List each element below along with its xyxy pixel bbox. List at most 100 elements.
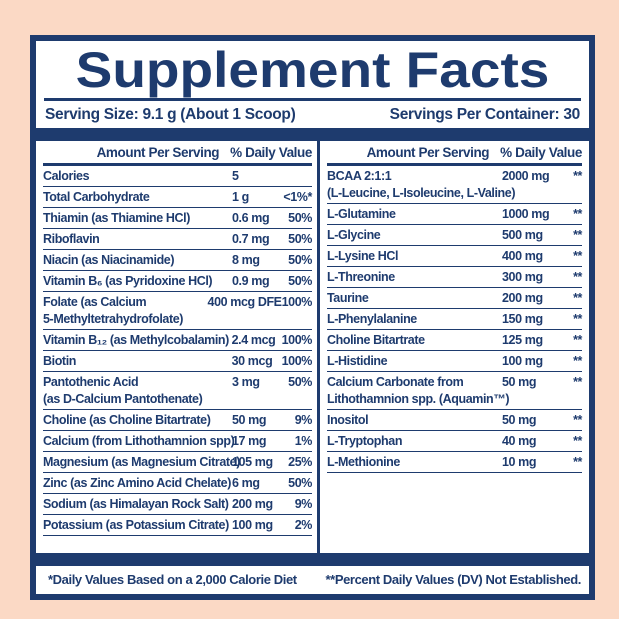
amount-per-serving-header: Amount Per Serving (366, 145, 490, 160)
row-name: Calcium Carbonate from (327, 375, 464, 389)
table-row: Thiamin (as Thiamine HCl) 0.6 mg 50% (43, 208, 312, 229)
row-amount: 50 mg (502, 375, 537, 389)
row-name: L-Methionine (327, 455, 400, 469)
row-amount: 300 mg (502, 270, 543, 284)
row-dv: ** (573, 434, 582, 448)
row-dv: ** (573, 333, 582, 347)
row-name: Total Carbohydrate (43, 190, 150, 204)
row-amount: 8 mg (232, 253, 260, 267)
footnotes: *Daily Values Based on a 2,000 Calorie D… (36, 566, 589, 587)
table-row: Pantothenic Acid 3 mg 50% (as D-Calcium Pan… (43, 372, 312, 410)
table-row: Inositol 50 mg ** (327, 410, 582, 431)
left-rows: Calories 5 Total Carbohydrate 1 g <1%* Thiami… (43, 166, 312, 536)
row-amount: 1000 mg (502, 207, 550, 221)
row-name: Riboflavin (43, 232, 100, 246)
table-row: Taurine 200 mg ** (327, 288, 582, 309)
row-dv: 50% (288, 375, 312, 389)
row-dv: 50% (288, 232, 312, 246)
row-dv: 100% (281, 333, 313, 347)
row-amount: 0.7 mg (232, 232, 270, 246)
row-amount: 125 mg (502, 333, 543, 347)
row-name: Zinc (as Zinc Amino Acid Chelate) (43, 476, 231, 490)
row-dv: ** (573, 375, 582, 389)
supplement-facts-panel: Supplement Facts Serving Size: 9.1 g (Ab… (30, 35, 595, 600)
bottom-thick-bar (36, 553, 589, 566)
table-row: L-Phenylalanine 150 mg ** (327, 309, 582, 330)
row-name: L-Histidine (327, 354, 388, 368)
row-amount: 5 (232, 169, 239, 183)
row-name: Vitamin B₁₂ (as Methylcobalamin) (43, 333, 229, 347)
row-name: L-Phenylalanine (327, 312, 417, 326)
row-amount: 1 g (232, 190, 249, 204)
row-amount: 100 mg (232, 518, 273, 532)
table-row: Choline (as Choline Bitartrate) 50 mg 9% (43, 410, 312, 431)
row-amount: 2.4 mcg (231, 333, 276, 347)
row-name: L-Glycine (327, 228, 381, 242)
row-amount: 10 mg (502, 455, 537, 469)
left-column-header: Amount Per Serving % Daily Value (43, 141, 312, 166)
table-row: BCAA 2:1:1 2000 mg ** (L-Leucine, L-Isoleuc… (327, 166, 582, 204)
row-amount: 30 mcg (231, 354, 273, 368)
row-dv: ** (573, 228, 582, 242)
table-row: Zinc (as Zinc Amino Acid Chelate) 6 mg 50% (43, 473, 312, 494)
table-row: Riboflavin 0.7 mg 50% (43, 229, 312, 250)
daily-value-header: % Daily Value (500, 145, 582, 160)
table-row: Niacin (as Niacinamide) 8 mg 50% (43, 250, 312, 271)
table-row: Sodium (as Himalayan Rock Salt) 200 mg 9% (43, 494, 312, 515)
table-row: Magnesium (as Magnesium Citrate) 105 mg 25… (43, 452, 312, 473)
row-dv: 1% (294, 434, 313, 448)
nutrition-table: Amount Per Serving % Daily Value Calorie… (36, 141, 589, 553)
daily-value-footnote: *Daily Values Based on a 2,000 Calorie D… (48, 572, 297, 587)
row-name2: 5-Methyltetrahydrofolate) (43, 312, 184, 326)
row-name: Inositol (327, 413, 369, 427)
row-amount: 200 mg (502, 291, 543, 305)
table-row: L-Glycine 500 mg ** (327, 225, 582, 246)
row-name2: (as D-Calcium Pantothenate) (43, 392, 203, 406)
row-name: Taurine (327, 291, 369, 305)
row-name: L-Glutamine (327, 207, 396, 221)
row-amount: 500 mg (502, 228, 543, 242)
row-name: L-Lysine HCl (327, 249, 399, 263)
row-amount: 50 mg (232, 413, 267, 427)
table-row: Calcium (from Lithothamnion spp) 17 mg 1% (43, 431, 312, 452)
row-amount: 40 mg (502, 434, 537, 448)
row-dv: 100% (281, 354, 313, 368)
row-amount: 2000 mg (502, 169, 550, 183)
row-name: Biotin (43, 354, 77, 368)
table-row: Biotin 30 mcg 100% (43, 351, 312, 372)
row-dv: ** (573, 270, 582, 284)
table-row: Total Carbohydrate 1 g <1%* (43, 187, 312, 208)
table-row: L-Glutamine 1000 mg ** (327, 204, 582, 225)
row-dv: 9% (294, 413, 313, 427)
row-amount: 105 mg (232, 455, 273, 469)
row-dv: 100% (281, 295, 313, 309)
row-amount: 0.9 mg (232, 274, 270, 288)
column-divider (317, 141, 320, 553)
row-amount: 400 mcg DFE (207, 295, 283, 309)
row-amount: 50 mg (502, 413, 537, 427)
row-amount: 3 mg (232, 375, 260, 389)
table-row: Choline Bitartrate 125 mg ** (327, 330, 582, 351)
not-established-footnote: **Percent Daily Values (DV) Not Establis… (325, 572, 582, 587)
row-name2: Lithothamnion spp. (Aquamin™) (327, 392, 510, 406)
table-row: L-Threonine 300 mg ** (327, 267, 582, 288)
table-row: L-Tryptophan 40 mg ** (327, 431, 582, 452)
left-column: Amount Per Serving % Daily Value Calorie… (36, 141, 317, 553)
row-dv: ** (573, 455, 582, 469)
row-name: L-Threonine (327, 270, 395, 284)
row-amount: 0.6 mg (232, 211, 270, 225)
row-amount: 100 mg (502, 354, 543, 368)
table-row: L-Methionine 10 mg ** (327, 452, 582, 473)
title-divider (44, 98, 581, 101)
table-row: L-Lysine HCl 400 mg ** (327, 246, 582, 267)
row-dv: ** (573, 291, 582, 305)
row-name: Calcium (from Lithothamnion spp) (43, 434, 235, 448)
table-row: Vitamin B₁₂ (as Methylcobalamin) 2.4 mcg 1… (43, 330, 312, 351)
row-dv: 50% (288, 274, 312, 288)
table-row: Vitamin B₆ (as Pyridoxine HCl) 0.9 mg 50% (43, 271, 312, 292)
row-amount: 17 mg (232, 434, 267, 448)
row-dv: ** (573, 312, 582, 326)
table-row: Potassium (as Potassium Citrate) 100 mg 2% (43, 515, 312, 536)
table-row: L-Histidine 100 mg ** (327, 351, 582, 372)
row-dv: 50% (288, 476, 312, 490)
